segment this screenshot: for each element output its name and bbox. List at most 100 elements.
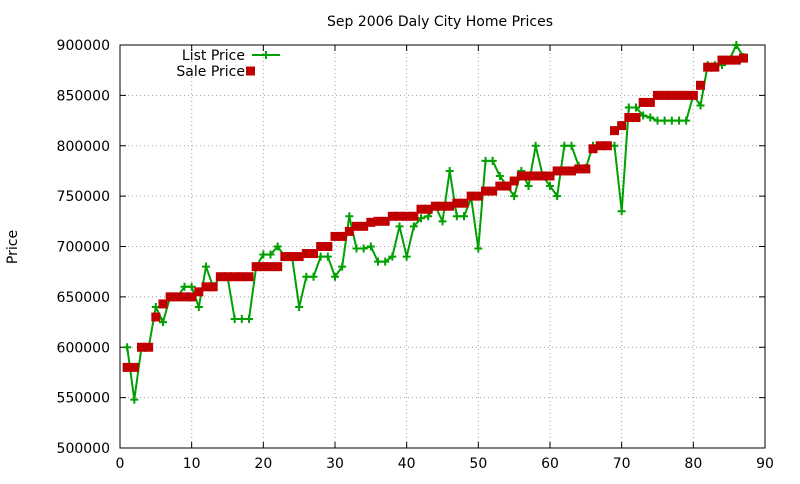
list-price-point xyxy=(682,116,691,125)
sale-price-point xyxy=(323,242,333,251)
x-tick-label: 90 xyxy=(756,456,774,472)
list-price-point xyxy=(359,244,368,253)
sale-price-point xyxy=(617,121,627,131)
list-price-point xyxy=(309,272,318,281)
legend-label-sale-price: Sale Price xyxy=(176,64,245,80)
sale-price-point xyxy=(215,272,225,282)
sale-price-point xyxy=(574,164,584,174)
list-price-point xyxy=(130,395,139,404)
x-tick-label: 30 xyxy=(326,456,344,472)
sale-price-point xyxy=(280,252,290,262)
list-price-point xyxy=(524,182,533,191)
list-price-point xyxy=(445,166,454,175)
list-price-point xyxy=(331,272,339,281)
chart-title: Sep 2006 Daly City Home Prices xyxy=(327,14,553,30)
sale-price-point xyxy=(151,312,161,322)
sale-price-point xyxy=(631,113,641,123)
x-tick-label: 0 xyxy=(116,456,125,472)
sale-price-point xyxy=(122,362,132,372)
list-price-point xyxy=(624,103,633,112)
x-tick-label: 10 xyxy=(183,456,201,472)
sale-price-point xyxy=(473,191,483,201)
sale-price-point xyxy=(688,90,698,100)
sale-price-point xyxy=(223,272,232,282)
sale-price-point xyxy=(502,181,512,191)
sale-price-point xyxy=(187,292,197,302)
list-price-point xyxy=(510,192,519,201)
list-price-point xyxy=(632,103,640,112)
sale-price-point xyxy=(559,166,569,176)
list-price-point xyxy=(732,41,741,49)
x-tick-label: 70 xyxy=(613,456,631,472)
sale-price-point xyxy=(237,272,247,282)
sale-price-point xyxy=(416,204,426,214)
sale-price-point xyxy=(244,272,254,282)
y-tick-label: 550000 xyxy=(57,391,110,407)
sale-price-point xyxy=(524,171,533,181)
list-price-point xyxy=(531,141,540,150)
sale-price-point xyxy=(445,201,455,211)
list-price-point xyxy=(187,282,196,291)
sale-price-point xyxy=(172,292,182,302)
x-tick-label: 80 xyxy=(684,456,702,472)
sale-price-series xyxy=(122,53,748,372)
list-price-point xyxy=(123,343,132,352)
y-tick-label: 900000 xyxy=(57,38,110,54)
sale-price-point xyxy=(588,144,598,154)
sale-price-point xyxy=(731,55,741,65)
y-tick-label: 500000 xyxy=(57,441,110,457)
sale-price-point xyxy=(359,221,369,231)
x-tick-label: 60 xyxy=(541,456,559,472)
list-price-point xyxy=(696,101,705,110)
sale-price-point xyxy=(266,262,275,272)
sale-price-point xyxy=(452,198,462,208)
sale-price-point xyxy=(481,186,490,196)
sale-price-point xyxy=(674,90,684,100)
list-price-point xyxy=(402,252,411,261)
plot-frame xyxy=(119,44,766,449)
sale-price-point xyxy=(337,231,347,241)
sale-price-point xyxy=(294,252,304,262)
list-price-point xyxy=(259,250,268,259)
sale-price-point xyxy=(509,176,519,186)
sale-price-point xyxy=(495,181,505,191)
list-price-point xyxy=(675,116,683,125)
sale-price-point xyxy=(552,166,562,176)
sale-price-point xyxy=(230,272,240,282)
sale-price-point xyxy=(409,211,419,221)
list-price-point xyxy=(302,272,311,281)
list-price-point xyxy=(159,318,167,327)
list-price-point xyxy=(438,217,447,226)
legend-swatch-square xyxy=(246,66,255,76)
sale-price-point xyxy=(681,90,691,100)
sale-price-point xyxy=(531,171,541,181)
sale-price-point xyxy=(158,299,168,309)
sale-price-point xyxy=(595,141,605,151)
sale-price-point xyxy=(488,186,498,196)
sale-price-point xyxy=(373,216,383,226)
list-price-point xyxy=(151,302,160,311)
sale-price-point xyxy=(724,55,734,65)
list-price-point xyxy=(553,192,562,201)
list-price-point xyxy=(273,242,282,251)
sale-price-point xyxy=(717,55,727,65)
list-price-point xyxy=(345,212,354,221)
list-price-point xyxy=(374,257,382,266)
sale-price-point xyxy=(545,171,555,181)
list-price-point xyxy=(245,315,253,324)
sale-price-point xyxy=(352,221,361,231)
list-price-point xyxy=(323,252,332,261)
sale-price-point xyxy=(739,53,748,63)
sale-price-point xyxy=(466,191,476,201)
sale-price-point xyxy=(309,249,318,259)
sale-price-point xyxy=(330,231,340,241)
sale-price-point xyxy=(710,62,720,72)
axes: 500000 550000 600000 650000 700000 750000 8000… xyxy=(57,38,774,472)
list-price-point xyxy=(194,302,203,311)
x-tick-label: 20 xyxy=(254,456,272,472)
y-tick-label: 600000 xyxy=(57,340,110,356)
y-tick-label: 800000 xyxy=(57,139,110,155)
